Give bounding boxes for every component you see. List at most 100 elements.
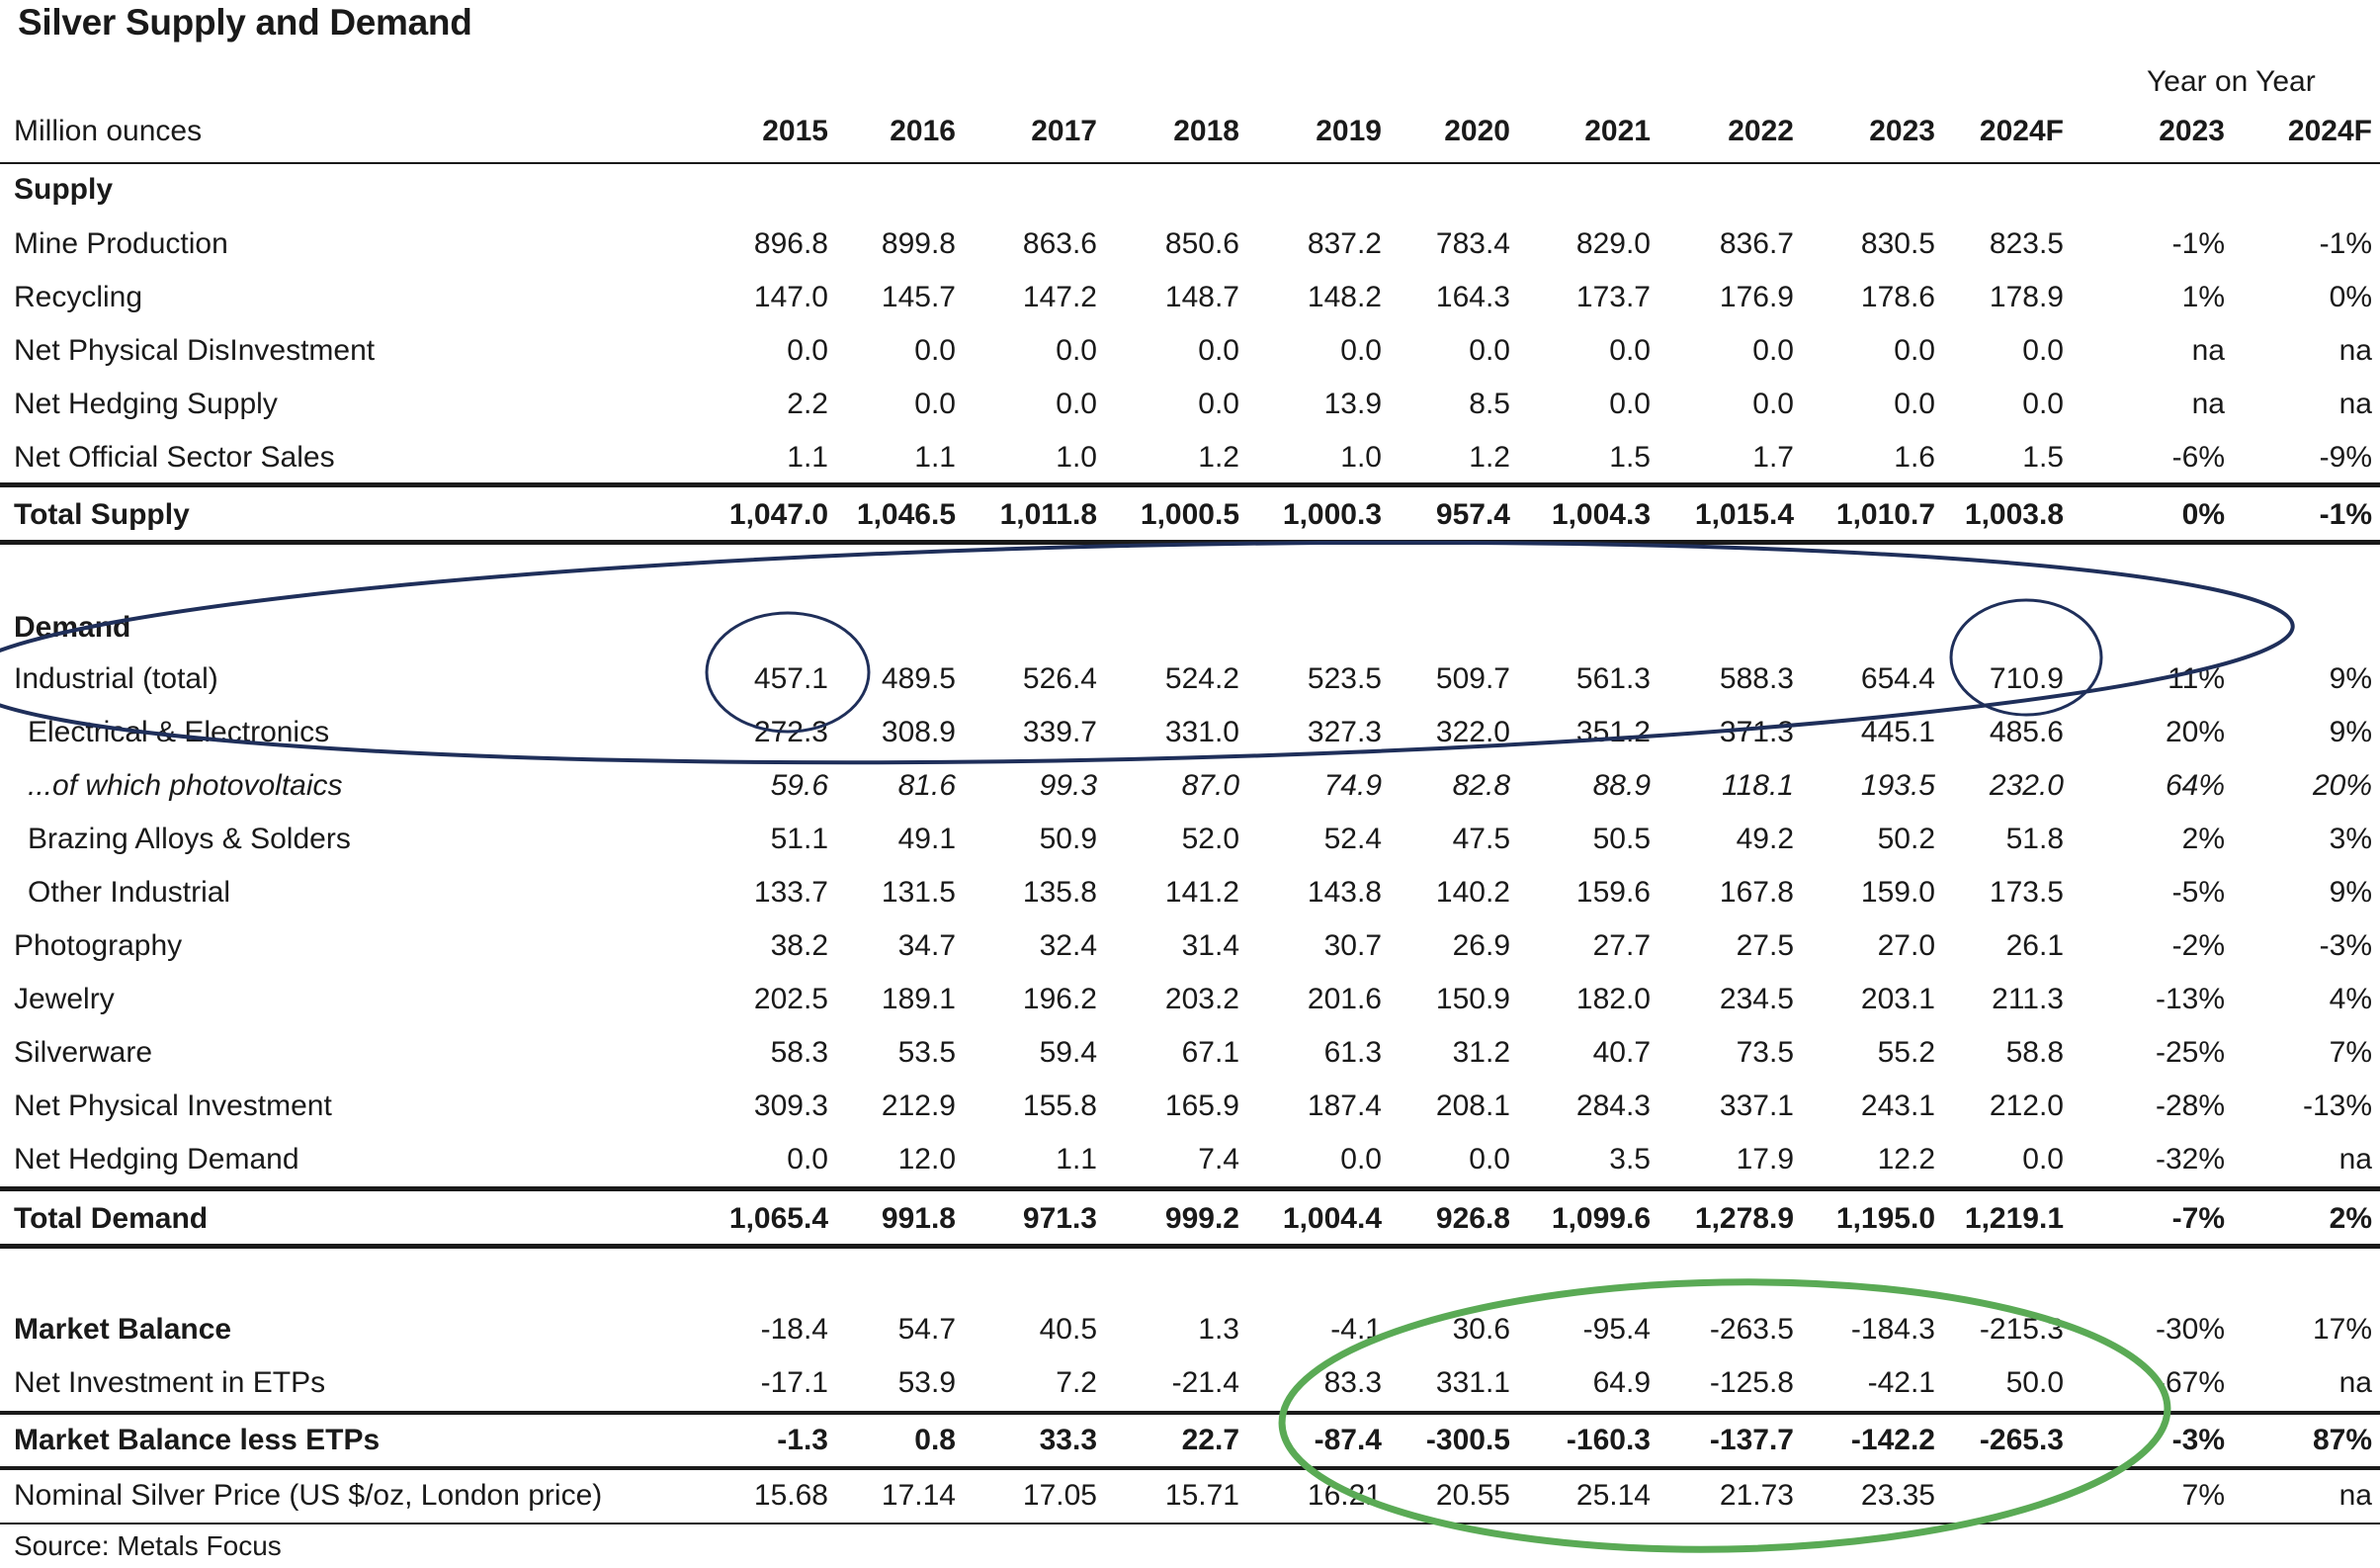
table-cell: 182.0 (1575, 983, 1651, 1015)
table-cell: 165.9 (1164, 1089, 1239, 1122)
table-cell: 3% (2329, 823, 2372, 855)
table-cell: na (2338, 1366, 2372, 1399)
table-cell: 561.3 (1575, 662, 1651, 695)
row-label: Net Official Sector Sales (14, 441, 335, 474)
table-cell: -2% (2171, 929, 2225, 962)
table-cell: 308.9 (881, 716, 956, 748)
row-label: Silverware (14, 1036, 153, 1069)
table-cell: 489.5 (881, 662, 956, 695)
table-cell: 133.7 (753, 876, 828, 909)
table-cell: 167.8 (1719, 876, 1794, 909)
table-cell: 0.0 (787, 1143, 828, 1176)
table-cell: -87.4 (1314, 1424, 1382, 1456)
table-row: Nominal Silver Price (US $/oz, London pr… (0, 1469, 2380, 1523)
table-cell: na (2338, 334, 2372, 367)
table-cell: 1,003.8 (1964, 498, 2064, 531)
table-cell: 59.4 (1039, 1036, 1097, 1069)
table-cell: 0.0 (1752, 388, 1794, 420)
row-label: Net Investment in ETPs (14, 1366, 326, 1399)
table-cell: 8.5 (1469, 388, 1510, 420)
table-cell: 654.4 (1860, 662, 1935, 695)
table-cell: 61.3 (1323, 1036, 1382, 1069)
table-cell: 0.0 (1894, 334, 1935, 367)
table-cell: 17.05 (1022, 1479, 1097, 1512)
table-cell: -3% (2319, 929, 2372, 962)
table-cell: 327.3 (1307, 716, 1382, 748)
table-cell: 0.0 (2022, 1143, 2064, 1176)
table-cell: 173.5 (1989, 876, 2064, 909)
table-cell: 40.7 (1592, 1036, 1651, 1069)
table-cell: -142.2 (1850, 1424, 1935, 1456)
header-col-6: 2021 (1584, 115, 1651, 147)
less-etps-top-rule (0, 1411, 2380, 1415)
table-cell: 331.0 (1164, 716, 1239, 748)
table-cell: 27.5 (1736, 929, 1794, 962)
table-row: Electrical & Electronics 272.3 308.9 339.7 3… (0, 706, 2380, 759)
table-cell: -67% (2155, 1366, 2225, 1399)
table-cell: 830.5 (1860, 227, 1935, 260)
table-cell: 2.2 (787, 388, 828, 420)
table-cell: 1,000.5 (1140, 498, 1239, 531)
table-cell: 485.6 (1989, 716, 2064, 748)
table-row: Industrial (total) 457.1 489.5 526.4 524.2 52… (0, 653, 2380, 706)
table-cell: 33.3 (1039, 1424, 1097, 1456)
table-cell: 837.2 (1307, 227, 1382, 260)
table-cell: 50.0 (2005, 1366, 2064, 1399)
table-cell: 26.1 (2005, 929, 2064, 962)
table-cell: 1.2 (1469, 441, 1510, 474)
table-cell: 21.73 (1719, 1479, 1794, 1512)
table-cell: -184.3 (1850, 1313, 1935, 1346)
table-cell: 0.0 (1056, 388, 1097, 420)
table-cell: 2% (2181, 823, 2225, 855)
table-cell: 1.3 (1198, 1313, 1239, 1346)
row-label: Electrical & Electronics (28, 716, 330, 748)
table-cell: 178.6 (1860, 281, 1935, 313)
total-supply-top-rule (0, 482, 2380, 487)
table-cell: 999.2 (1164, 1202, 1239, 1235)
table-cell: 173.7 (1575, 281, 1651, 313)
table-cell: 1.1 (914, 441, 956, 474)
table-cell: 523.5 (1307, 662, 1382, 695)
table-cell: 53.9 (897, 1366, 956, 1399)
table-cell: 3.5 (1609, 1143, 1651, 1176)
table-cell: 59.6 (770, 769, 828, 802)
table-cell: 0.0 (914, 388, 956, 420)
table-row: Brazing Alloys & Solders 51.1 49.1 50.9 52.0… (0, 813, 2380, 866)
table-cell: 34.7 (897, 929, 956, 962)
table-cell: 16.21 (1307, 1479, 1382, 1512)
table-cell: -263.5 (1709, 1313, 1794, 1346)
unit-label: Million ounces (14, 115, 203, 147)
row-label: Total Supply (14, 498, 190, 531)
table-row: Market Balance -18.4 54.7 40.5 1.3 -4.1 30.6 -9… (0, 1303, 2380, 1356)
table-cell: -6% (2171, 441, 2225, 474)
table-cell: 15.71 (1164, 1479, 1239, 1512)
table-cell: 243.1 (1860, 1089, 1935, 1122)
row-label: Market Balance less ETPs (14, 1424, 381, 1456)
row-label: Industrial (total) (14, 662, 218, 695)
table-row: Total Demand 1,065.4 991.8 971.3 999.2 1,004.… (0, 1192, 2380, 1246)
table-cell: 17% (2312, 1313, 2372, 1346)
table-cell: 30.6 (1452, 1313, 1510, 1346)
table-cell: 193.5 (1860, 769, 1935, 802)
table-cell: 40.5 (1039, 1313, 1097, 1346)
table-cell: -21.4 (1171, 1366, 1239, 1399)
table-cell: 850.6 (1164, 227, 1239, 260)
table-row: Net Hedging Demand 0.0 12.0 1.1 7.4 0.0 0.0 3.5… (0, 1133, 2380, 1186)
table-cell: 31.2 (1452, 1036, 1510, 1069)
table-cell: na (2191, 334, 2225, 367)
table-cell: 27.7 (1592, 929, 1651, 962)
table-cell: 1.0 (1056, 441, 1097, 474)
table-cell: 957.4 (1435, 498, 1510, 531)
table-cell: 23.35 (1860, 1479, 1935, 1512)
table-cell: 331.1 (1435, 1366, 1510, 1399)
row-label: Net Physical DisInvestment (14, 334, 376, 367)
table-cell: 159.6 (1575, 876, 1651, 909)
table-cell: 0% (2329, 281, 2372, 313)
table-cell: 4% (2329, 983, 2372, 1015)
row-label: Other Industrial (28, 876, 231, 909)
total-supply-bottom-rule (0, 540, 2380, 545)
table-cell: 1.0 (1340, 441, 1382, 474)
table-cell: 212.0 (1989, 1089, 2064, 1122)
table-cell: na (2338, 388, 2372, 420)
table-cell: 0.0 (1469, 1143, 1510, 1176)
